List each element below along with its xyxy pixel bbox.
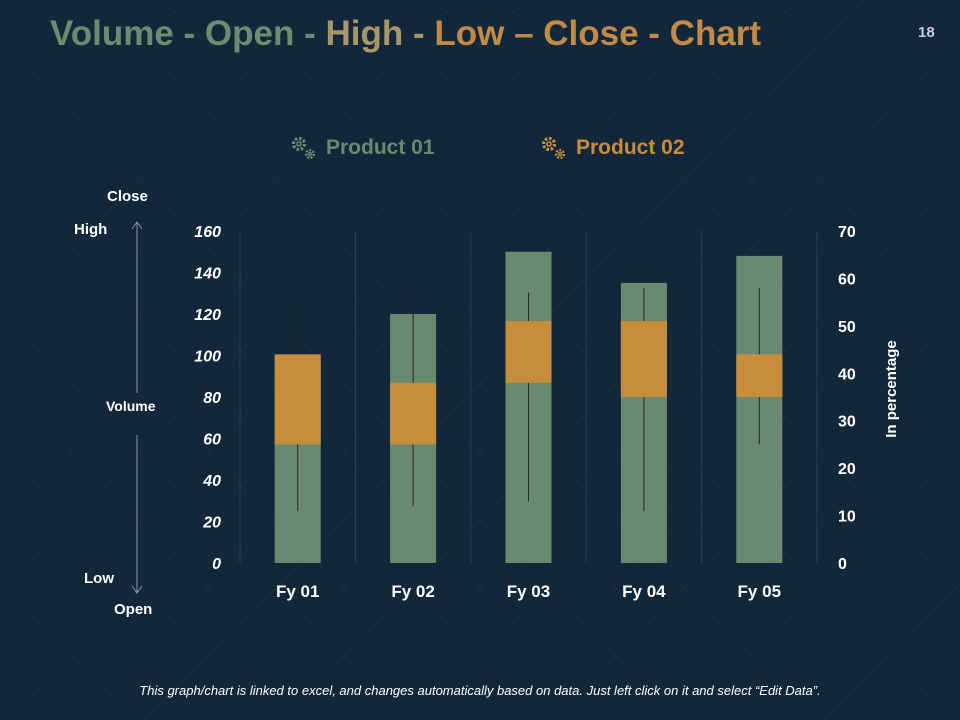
y-left-tick-label: 140 bbox=[194, 266, 221, 283]
gear-icon bbox=[541, 136, 566, 160]
y-right-axis-label: In percentage bbox=[883, 340, 900, 438]
page-number: 18 bbox=[918, 24, 935, 41]
legend-item-product-01[interactable]: Product 01 bbox=[288, 128, 435, 168]
left-label-close: Close bbox=[107, 188, 148, 205]
legend-label-product-02: Product 02 bbox=[576, 136, 685, 159]
left-label-open: Open bbox=[114, 601, 153, 618]
left-label-high: High bbox=[74, 221, 108, 238]
left-label-low: Low bbox=[84, 570, 114, 587]
y-left-tick-label: 40 bbox=[202, 473, 221, 490]
y-right-tick-label: 70 bbox=[838, 224, 856, 241]
y-left-tick-label: 120 bbox=[194, 307, 221, 324]
title-part-low-close: Low – Close - Chart bbox=[434, 14, 762, 53]
y-right-tick-label: 40 bbox=[838, 366, 856, 383]
open-close-box bbox=[736, 354, 783, 397]
x-tick-label: Fy 04 bbox=[622, 582, 666, 601]
open-close-box bbox=[274, 354, 321, 445]
plot-area: 0 20 40 60 80 100 120 140 160 0 10 20 30 40 50 60 70 In p… bbox=[194, 224, 900, 601]
y-left-tick-label: 0 bbox=[212, 556, 221, 573]
gear-icon bbox=[291, 136, 316, 160]
left-label-arrow-down-head bbox=[131, 585, 143, 594]
left-label-volume: Volume bbox=[106, 398, 156, 414]
open-close-box bbox=[505, 321, 552, 383]
y-right-tick-label: 60 bbox=[838, 271, 856, 288]
y-right-tick-label: 10 bbox=[838, 509, 856, 526]
y-left-tick-label: 20 bbox=[202, 515, 221, 532]
footer-note: This graph/chart is linked to excel, and… bbox=[139, 683, 821, 698]
x-tick-label: Fy 03 bbox=[507, 582, 550, 601]
x-tick-label: Fy 01 bbox=[276, 582, 319, 601]
left-label-arrow-up-head bbox=[131, 221, 143, 230]
x-tick-label: Fy 02 bbox=[391, 582, 434, 601]
y-right-tick-label: 0 bbox=[838, 556, 847, 573]
title-part-volume-open: Volume - Open - bbox=[50, 14, 326, 53]
page-title: Volume - Open - High - Low – Close - Cha… bbox=[50, 14, 761, 54]
y-right-tick-label: 30 bbox=[838, 414, 856, 431]
y-left-tick-label: 60 bbox=[203, 432, 221, 449]
legend-item-product-02[interactable]: Product 02 bbox=[538, 128, 685, 168]
y-left-tick-label: 160 bbox=[194, 224, 221, 241]
legend-label-product-01: Product 01 bbox=[326, 136, 435, 159]
y-left-tick-label: 100 bbox=[194, 349, 221, 366]
open-close-box bbox=[620, 321, 667, 397]
x-tick-label: Fy 05 bbox=[738, 582, 781, 601]
y-right-tick-label: 20 bbox=[838, 461, 856, 478]
y-right-tick-label: 50 bbox=[838, 319, 856, 336]
open-close-box bbox=[390, 382, 437, 445]
y-left-tick-label: 80 bbox=[203, 390, 221, 407]
title-part-high: High - bbox=[325, 14, 435, 53]
